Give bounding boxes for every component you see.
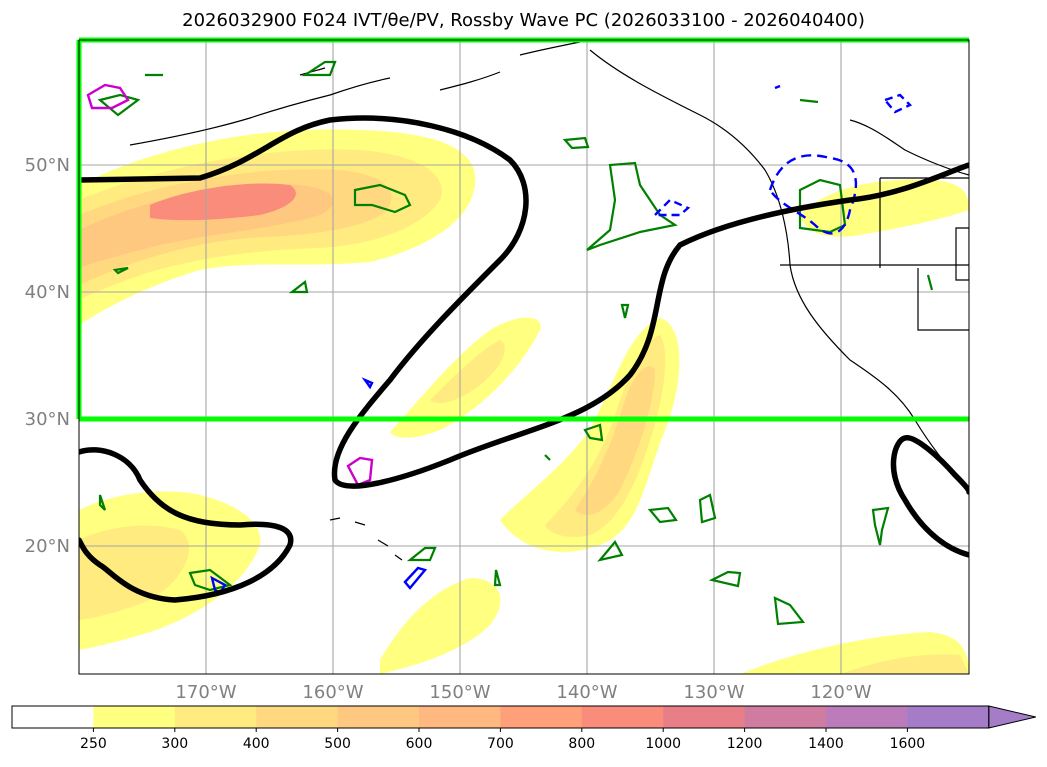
coastline-aleutians-alaska: [129, 41, 581, 146]
colorbar-segment: [419, 706, 501, 728]
lat-label-50n: 50°N: [25, 155, 70, 176]
magenta-contours: [86, 83, 374, 487]
coastline-hawaii: [329, 517, 403, 561]
ivt-shading-central-band: [390, 317, 541, 438]
map-frame: [78, 39, 970, 675]
colorbar-tick-label: 1200: [727, 736, 763, 752]
colorbar-tick-label: 1000: [645, 736, 681, 752]
colorbar-tick-label: 1400: [808, 736, 844, 752]
colorbar-segment: [174, 706, 257, 728]
lat-label-40n: 40°N: [25, 282, 70, 303]
ivt-shading-southwest: [79, 491, 261, 650]
lon-label-150w: 150°W: [429, 682, 490, 703]
colorbar-tick-label: 250: [80, 736, 107, 752]
lon-label-130w: 130°W: [683, 682, 744, 703]
figure-title: 2026032900 F024 IVT/θe/PV, Rossby Wave P…: [182, 10, 865, 31]
lon-label-170w: 170°W: [175, 682, 236, 703]
colorbar-segment: [256, 706, 339, 728]
ivt-shading-pacific-northwest: [800, 179, 969, 237]
colorbar-segment: [744, 706, 827, 728]
colorbar-segment: [12, 706, 94, 728]
lat-label-20n: 20°N: [25, 536, 70, 557]
colorbar-tick-label: 1600: [890, 736, 926, 752]
colorbar-extend-arrow: [988, 705, 1036, 729]
colorbar: [11, 705, 1036, 729]
ivt-shading-south-central: [380, 578, 969, 674]
colorbar-segment: [826, 706, 908, 728]
lat-label-30n: 30°N: [25, 409, 70, 430]
colorbar-tick-label: 800: [568, 736, 595, 752]
colorbar-tick-label: 700: [487, 736, 514, 752]
colorbar-tick-label: 400: [243, 736, 270, 752]
colorbar-segment: [581, 706, 664, 728]
colorbar-segment: [663, 706, 746, 728]
colorbar-segment: [337, 706, 420, 728]
colorbar-tick-label: 300: [161, 736, 188, 752]
lon-label-160w: 160°W: [302, 682, 363, 703]
colorbar-segment: [93, 706, 176, 728]
colorbar-tick-label: 500: [324, 736, 351, 752]
ivt-shading-eastern-band: [500, 318, 680, 552]
colorbar-segment: [907, 706, 990, 728]
lon-label-140w: 140°W: [556, 682, 617, 703]
colorbar-segment: [500, 706, 583, 728]
lon-label-120w: 120°W: [810, 682, 871, 703]
colorbar-labels: 250 300 400 500 600 700 800 1000 1200 1400 1600: [80, 728, 925, 752]
rossby-wave-contours: [79, 115, 969, 603]
colorbar-tick-label: 600: [406, 736, 433, 752]
